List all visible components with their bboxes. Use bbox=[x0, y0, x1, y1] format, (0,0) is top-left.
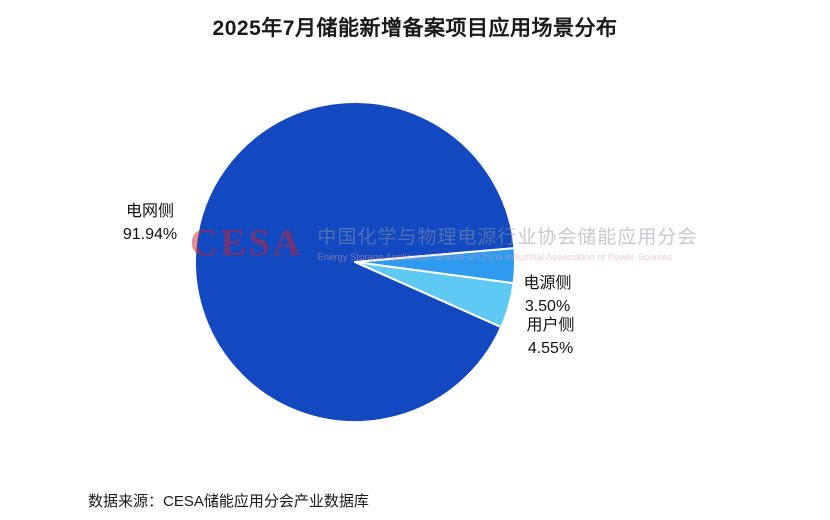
chart-title: 2025年7月储能新增备案项目应用场景分布 bbox=[212, 17, 618, 40]
slice-label-power-side: 电源侧 3.50% bbox=[500, 272, 595, 318]
slice-label-user-side: 用户侧 4.55% bbox=[503, 314, 598, 360]
slice-label-grid-side: 电网侧 91.94% bbox=[95, 200, 205, 246]
slice-label-grid-side-value: 91.94% bbox=[122, 226, 178, 243]
slice-label-power-side-value: 3.50% bbox=[524, 298, 571, 315]
slice-label-user-side-value: 4.55% bbox=[527, 340, 574, 357]
slice-label-user-side-name: 用户侧 bbox=[526, 317, 575, 334]
slice-label-power-side-name: 电源侧 bbox=[523, 275, 572, 292]
data-source: 数据来源：CESA储能应用分会产业数据库 bbox=[88, 493, 369, 510]
pie-slice-user-side[interactable] bbox=[354, 261, 515, 329]
slice-label-grid-side-name: 电网侧 bbox=[125, 203, 174, 220]
